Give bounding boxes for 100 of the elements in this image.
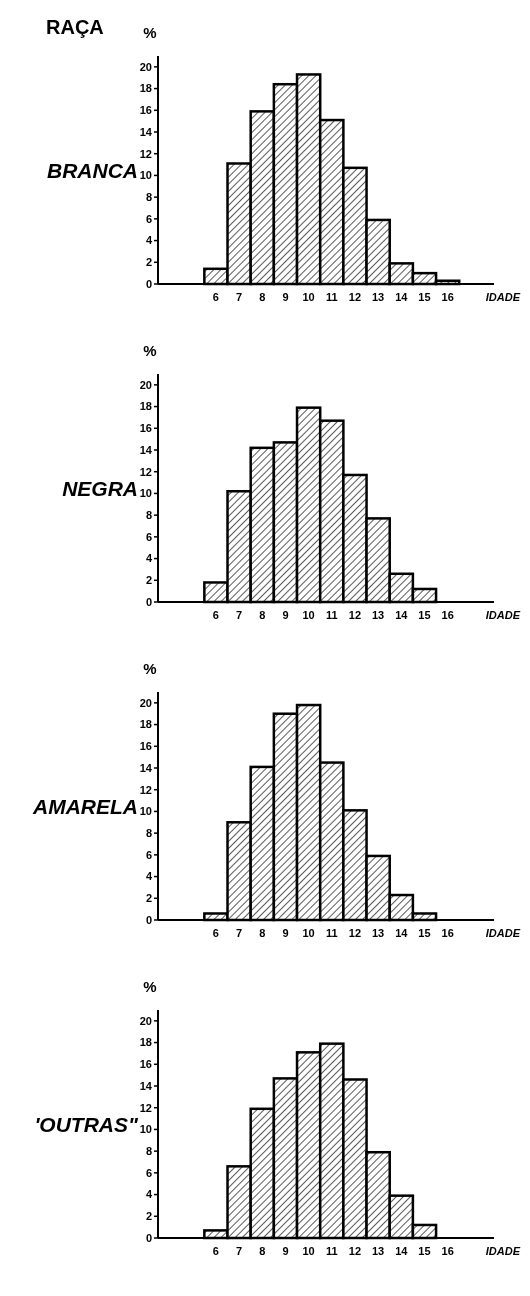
y-tick-label: 18 — [139, 1036, 152, 1049]
y-tick-label: 20 — [139, 60, 152, 73]
y-axis-title: % — [143, 660, 157, 677]
x-tick-label: 12 — [348, 609, 362, 621]
x-tick-label: 16 — [441, 609, 454, 621]
y-tick-label: 2 — [145, 256, 152, 269]
y-tick-label: 4 — [145, 1188, 153, 1201]
y-axis-title: % — [143, 24, 157, 41]
x-tick-label: 12 — [348, 291, 362, 303]
y-tick-label: 14 — [139, 125, 153, 138]
y-tick-label: 10 — [139, 169, 152, 182]
x-tick-label: 12 — [348, 927, 362, 939]
x-tick-label: 15 — [418, 1245, 431, 1257]
y-tick-label: 10 — [139, 805, 152, 818]
y-tick-label: 18 — [139, 82, 152, 95]
y-tick-label: 8 — [145, 826, 152, 839]
x-tick-label: 10 — [302, 609, 315, 621]
y-tick-label: 16 — [139, 740, 152, 753]
x-axis-title: IDADE — [485, 609, 521, 621]
x-tick-label: 9 — [282, 291, 289, 303]
x-axis-title: IDADE — [485, 291, 521, 303]
y-tick-label: 16 — [139, 1058, 152, 1071]
y-tick-label: 4 — [145, 234, 153, 247]
y-tick-label: 8 — [145, 190, 152, 203]
text: 'OUTRAS" — [34, 1113, 140, 1136]
y-tick-label: 16 — [139, 104, 152, 117]
y-tick-label: 0 — [145, 913, 152, 926]
y-axis-title: % — [143, 978, 157, 995]
x-tick-label: 6 — [212, 291, 219, 303]
y-tick-label: 2 — [145, 574, 152, 587]
x-tick-label: 11 — [325, 609, 338, 621]
y-tick-label: 6 — [145, 848, 152, 861]
y-tick-label: 10 — [139, 1123, 152, 1136]
x-tick-label: 10 — [302, 1245, 315, 1257]
x-tick-label: 13 — [372, 1245, 385, 1257]
x-tick-label: 12 — [348, 1245, 362, 1257]
x-tick-label: 6 — [212, 609, 219, 621]
y-tick-label: 14 — [139, 761, 153, 774]
y-tick-label: 14 — [139, 443, 153, 456]
y-tick-label: 2 — [145, 1210, 152, 1223]
y-tick-label: 6 — [145, 212, 152, 225]
x-tick-label: 11 — [325, 927, 338, 939]
x-tick-label: 9 — [282, 1245, 289, 1257]
x-tick-label: 7 — [236, 609, 243, 621]
x-tick-label: 16 — [441, 1245, 454, 1257]
y-tick-label: 0 — [145, 595, 152, 608]
y-tick-label: 2 — [145, 892, 152, 905]
x-tick-label: 11 — [325, 1245, 338, 1257]
y-tick-label: 16 — [139, 422, 152, 435]
y-tick-label: 6 — [145, 530, 152, 543]
x-tick-label: 14 — [395, 1245, 409, 1257]
x-tick-label: 15 — [418, 609, 431, 621]
x-tick-label: 16 — [441, 927, 454, 939]
y-tick-label: 14 — [139, 1079, 153, 1092]
y-tick-label: 6 — [145, 1166, 152, 1179]
x-tick-label: 7 — [236, 927, 243, 939]
x-tick-label: 8 — [259, 609, 266, 621]
x-axis-title: IDADE — [485, 1245, 521, 1257]
y-tick-label: 12 — [139, 783, 152, 796]
y-tick-label: 12 — [139, 147, 152, 160]
x-tick-label: 13 — [372, 927, 385, 939]
text: BRANCA — [47, 159, 138, 182]
x-tick-label: 15 — [418, 291, 431, 303]
x-tick-label: 11 — [325, 291, 338, 303]
x-axis-title: IDADE — [485, 927, 521, 939]
y-tick-label: 12 — [139, 465, 152, 478]
y-tick-label: 12 — [139, 1101, 152, 1114]
x-tick-label: 8 — [259, 927, 266, 939]
y-tick-label: 8 — [145, 508, 152, 521]
x-tick-label: 8 — [259, 1245, 266, 1257]
x-tick-label: 6 — [212, 927, 219, 939]
x-tick-label: 13 — [372, 291, 385, 303]
x-tick-label: 10 — [302, 927, 315, 939]
text: RAÇA — [46, 16, 104, 38]
x-tick-label: 7 — [236, 1245, 243, 1257]
y-tick-label: 18 — [139, 400, 152, 413]
y-tick-label: 10 — [139, 487, 152, 500]
x-tick-label: 10 — [302, 291, 315, 303]
x-tick-label: 7 — [236, 291, 243, 303]
x-tick-label: 9 — [282, 609, 289, 621]
y-tick-label: 4 — [145, 552, 153, 565]
y-tick-label: 0 — [145, 1231, 152, 1244]
y-axis-title: % — [143, 342, 157, 359]
x-tick-label: 8 — [259, 291, 266, 303]
y-tick-label: 20 — [139, 696, 152, 709]
x-tick-label: 14 — [395, 927, 409, 939]
y-tick-label: 20 — [139, 1014, 152, 1027]
y-tick-label: 8 — [145, 1144, 152, 1157]
y-tick-label: 4 — [145, 870, 153, 883]
x-tick-label: 14 — [395, 609, 409, 621]
x-tick-label: 6 — [212, 1245, 219, 1257]
x-tick-label: 15 — [418, 927, 431, 939]
y-tick-label: 18 — [139, 718, 152, 731]
x-tick-label: 13 — [372, 609, 385, 621]
x-tick-label: 9 — [282, 927, 289, 939]
text: NEGRA — [62, 477, 138, 500]
y-tick-label: 20 — [139, 378, 152, 391]
text: AMARELA — [32, 795, 138, 818]
y-tick-label: 0 — [145, 277, 152, 290]
x-tick-label: 16 — [441, 291, 454, 303]
